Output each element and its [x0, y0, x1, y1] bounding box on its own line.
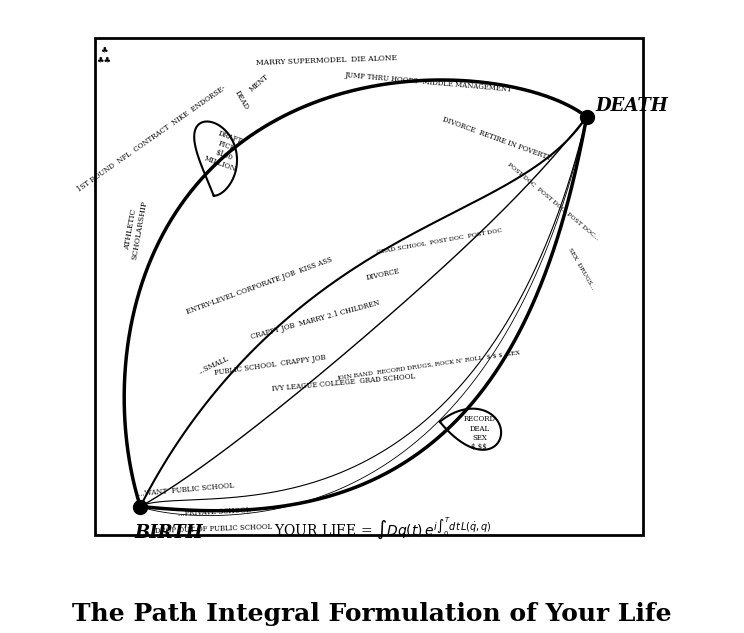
Text: MENT: MENT	[248, 72, 270, 93]
Text: ...PRIVATE SCHOOL: ...PRIVATE SCHOOL	[177, 506, 250, 518]
Text: BIRTH: BIRTH	[135, 523, 203, 542]
Text: GRAD SCHOOL  POST DOC  POST DOC: GRAD SCHOOL POST DOC POST DOC	[376, 227, 503, 254]
Text: ATHLETIC
SCHOLARSHIP: ATHLETIC SCHOLARSHIP	[121, 199, 148, 261]
Text: The Path Integral Formulation of Your Life: The Path Integral Formulation of Your Li…	[72, 602, 672, 626]
Text: SEX  DRUGS...: SEX DRUGS...	[567, 248, 595, 291]
Text: ENTRY-LEVEL CORPORATE JOB  KISS ASS: ENTRY-LEVEL CORPORATE JOB KISS ASS	[185, 256, 333, 316]
Text: IVY LEAGUE COLLEGE  GRAD SCHOOL: IVY LEAGUE COLLEGE GRAD SCHOOL	[272, 372, 416, 392]
Text: MARRY SUPERMODEL  DIE ALONE: MARRY SUPERMODEL DIE ALONE	[256, 54, 397, 66]
Bar	[95, 37, 644, 535]
Text: DIVORCE: DIVORCE	[365, 267, 401, 282]
Text: DEAD: DEAD	[234, 89, 251, 111]
Text: DIVORCE  RETIRE IN POVERTY: DIVORCE RETIRE IN POVERTY	[441, 116, 552, 163]
Text: JUMP THRU HOOPS  MIDDLE MANAGEMENT: JUMP THRU HOOPS MIDDLE MANAGEMENT	[344, 72, 513, 94]
Text: DEATH: DEATH	[595, 97, 668, 115]
Text: 1ST ROUND  NFL  CONTRACT  NIKE  ENDORSE-: 1ST ROUND NFL CONTRACT NIKE ENDORSE-	[76, 85, 228, 194]
Text: RECORD
DEAL
SEX
$ $$: RECORD DEAL SEX $ $$	[464, 415, 496, 451]
Text: DRAFT
PICK
$100
MILLION: DRAFT PICK $100 MILLION	[203, 128, 247, 173]
Text: JOIN BAND  RECORD DRUGS, ROCK N' ROLL  $ $ $  SEX: JOIN BAND RECORD DRUGS, ROCK N' ROLL $ $…	[336, 350, 521, 380]
Text: CRAPPY JOB  MARRY 2.1 CHILDREN: CRAPPY JOB MARRY 2.1 CHILDREN	[250, 299, 381, 341]
Text: DROP OUT OF PUBLIC SCHOOL: DROP OUT OF PUBLIC SCHOOL	[155, 523, 272, 536]
Text: POST DOC  POST DOC  POST DOC...: POST DOC POST DOC POST DOC...	[506, 162, 600, 241]
Text: ...SMALL: ...SMALL	[197, 354, 231, 376]
Text: YOUR LIFE = $\int Dq(t)\, e^{i\int_0^T dt\, L(\dot{q},q)}$: YOUR LIFE = $\int Dq(t)\, e^{i\int_0^T d…	[275, 516, 493, 542]
Text: ♣
♣♣: ♣ ♣♣	[96, 45, 111, 65]
Text: ...WANT  PUBLIC SCHOOL: ...WANT PUBLIC SCHOOL	[137, 482, 234, 498]
Text: PUBLIC SCHOOL  CRAPPY JOB: PUBLIC SCHOOL CRAPPY JOB	[214, 354, 327, 377]
